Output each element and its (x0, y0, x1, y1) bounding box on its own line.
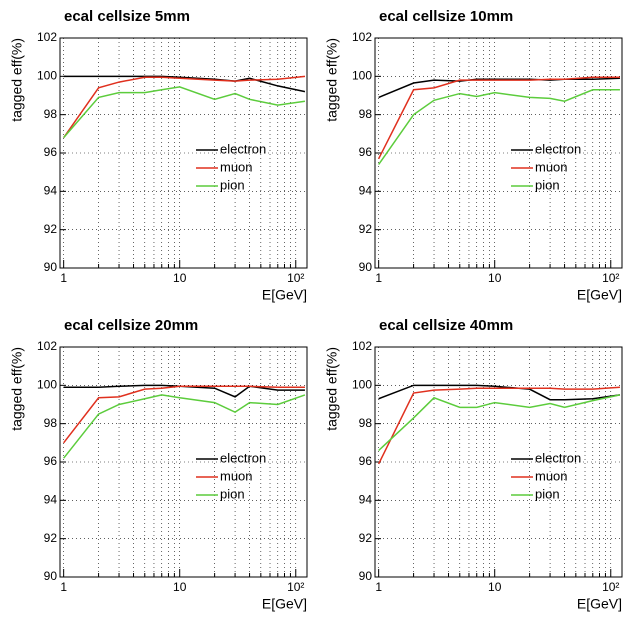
y-axis-label: tagged eff(%) (9, 38, 25, 122)
x-axis-label: E[GeV] (577, 287, 622, 303)
y-tick-label: 92 (359, 222, 373, 236)
y-tick-label: 94 (44, 184, 58, 198)
y-axis-label: tagged eff(%) (324, 38, 340, 122)
legend-label: pion (535, 177, 560, 192)
plot-area (375, 38, 622, 268)
y-tick-label: 100 (37, 378, 57, 392)
legend-label: muon (220, 159, 253, 174)
chart-title: ecal cellsize 20mm (64, 317, 198, 334)
y-axis-label: tagged eff(%) (9, 347, 25, 431)
y-tick-label: 94 (44, 493, 58, 507)
x-tick-label: 10² (287, 271, 304, 285)
plot-frame (374, 37, 623, 269)
y-tick-label: 100 (352, 69, 372, 83)
series-line (63, 75, 306, 139)
y-tick-label: 96 (44, 145, 58, 159)
chart-title: ecal cellsize 40mm (379, 317, 513, 334)
plot-area (375, 347, 622, 577)
x-tick-label: 10 (173, 271, 187, 285)
y-tick-label: 96 (359, 454, 373, 468)
y-tick-label: 98 (44, 416, 58, 430)
y-tick-label: 90 (359, 260, 373, 274)
x-axis-label: E[GeV] (262, 287, 307, 303)
x-tick-label: 1 (375, 580, 382, 594)
y-tick-label: 96 (359, 145, 373, 159)
legend-label: electron (220, 450, 266, 465)
y-tick-label: 92 (44, 531, 58, 545)
y-tick-label: 94 (359, 184, 373, 198)
legend-label: pion (220, 177, 245, 192)
x-axis-label: E[GeV] (262, 596, 307, 612)
series-line (377, 76, 620, 160)
y-tick-label: 90 (44, 260, 58, 274)
y-tick-label: 98 (359, 416, 373, 430)
series-line (63, 86, 306, 139)
y-tick-label: 102 (352, 339, 372, 353)
plot-frame (374, 346, 623, 578)
legend-label: muon (535, 468, 568, 483)
plot-frame (59, 37, 308, 269)
x-tick-label: 10² (602, 271, 619, 285)
y-tick-label: 90 (44, 569, 58, 583)
y-axis-label: tagged eff(%) (324, 347, 340, 431)
plot-area (60, 38, 307, 268)
series-line (377, 386, 620, 465)
panel: 90 92 94 96 98 100 102 1 10 10² ecal cellsize 5mm E… (9, 8, 308, 303)
y-tick-label: 100 (352, 378, 372, 392)
series-line (63, 394, 306, 459)
legend-label: muon (220, 468, 253, 483)
y-tick-label: 102 (37, 339, 57, 353)
chart-title: ecal cellsize 10mm (379, 8, 513, 25)
panel: 90 92 94 96 98 100 102 1 10 10² ecal cellsize 20mm… (9, 317, 308, 612)
y-tick-label: 98 (359, 107, 373, 121)
panel: 90 92 94 96 98 100 102 1 10 10² ecal cellsize 40mm… (324, 317, 623, 612)
y-tick-label: 102 (37, 30, 57, 44)
legend-label: electron (535, 450, 581, 465)
legend-label: pion (220, 486, 245, 501)
y-tick-label: 94 (359, 493, 373, 507)
y-tick-label: 98 (44, 107, 58, 121)
panel: 90 92 94 96 98 100 102 1 10 10² ecal cellsize 10mm… (324, 8, 623, 303)
x-tick-label: 10 (488, 271, 502, 285)
x-axis-label: E[GeV] (577, 596, 622, 612)
series-line (63, 385, 305, 444)
y-tick-label: 92 (359, 531, 373, 545)
x-tick-label: 10² (602, 580, 619, 594)
legend-label: electron (220, 141, 266, 156)
y-tick-label: 92 (44, 222, 58, 236)
series-line (378, 89, 620, 165)
x-tick-label: 1 (60, 580, 67, 594)
series-line (378, 394, 621, 452)
chart-title: ecal cellsize 5mm (64, 8, 190, 25)
y-tick-label: 102 (352, 30, 372, 44)
x-tick-label: 10² (287, 580, 304, 594)
y-tick-label: 90 (359, 569, 373, 583)
x-tick-label: 1 (60, 271, 67, 285)
plot-area (60, 347, 307, 577)
legend-label: pion (535, 486, 560, 501)
legend-label: muon (535, 159, 568, 174)
x-tick-label: 10 (173, 580, 187, 594)
x-tick-label: 1 (375, 271, 382, 285)
y-tick-label: 96 (44, 454, 58, 468)
legend-label: electron (535, 141, 581, 156)
plot-frame (59, 346, 308, 578)
y-tick-label: 100 (37, 69, 57, 83)
x-tick-label: 10 (488, 580, 502, 594)
series-line (378, 384, 621, 401)
series-line (63, 75, 306, 93)
